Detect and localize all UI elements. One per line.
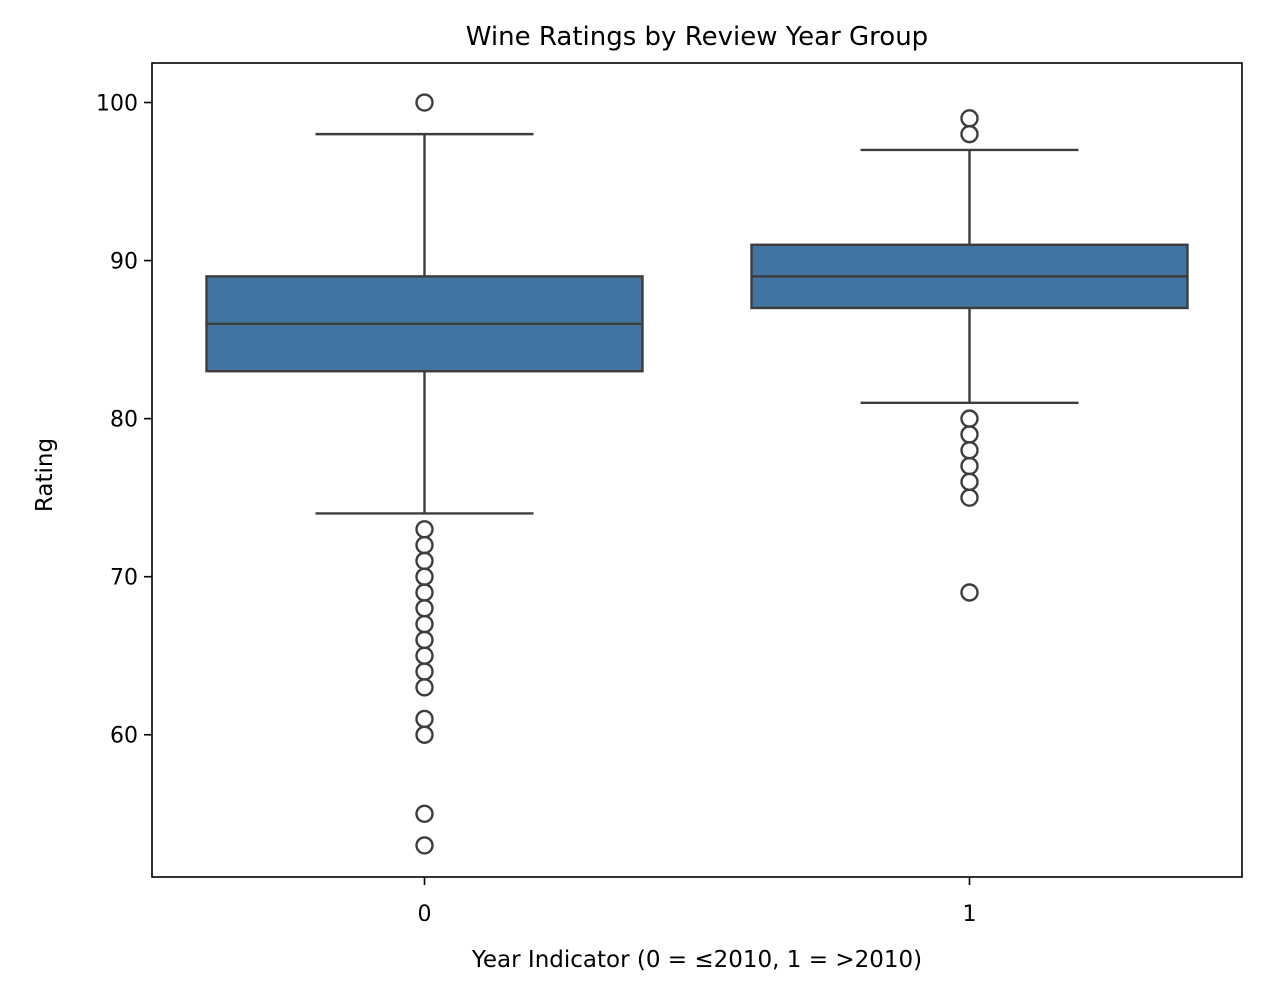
y-tick-label: 70: [110, 566, 138, 591]
outlier-point: [415, 678, 434, 697]
box-group-0: [205, 93, 644, 855]
outlier-point: [960, 425, 979, 444]
outlier-point: [415, 583, 434, 602]
outlier-point: [960, 109, 979, 128]
outlier-point: [415, 599, 434, 618]
outlier-point: [960, 472, 979, 492]
y-axis-label: Rating: [32, 438, 58, 512]
outlier-point: [415, 630, 434, 650]
box-group-1: [750, 109, 1189, 602]
y-tick-label: 80: [110, 408, 138, 433]
outlier-point: [415, 646, 434, 665]
outlier-point: [415, 725, 434, 744]
plot-area: [205, 93, 1189, 855]
outlier-point: [960, 409, 979, 428]
plot-frame: [151, 62, 1243, 878]
outlier-point: [415, 551, 434, 571]
y-tick-label: 90: [110, 250, 138, 275]
y-axis: 60 70 80 90 100: [96, 92, 152, 749]
outlier-point: [415, 567, 434, 586]
outlier-point: [415, 614, 434, 634]
outlier-point: [415, 836, 434, 855]
outlier-point: [960, 456, 979, 476]
outlier-point: [415, 709, 434, 729]
outlier-point: [415, 662, 434, 681]
chart-title: Wine Ratings by Review Year Group: [466, 22, 928, 52]
outlier-point: [415, 804, 434, 823]
outlier-point: [415, 535, 434, 555]
y-tick-label: 100: [96, 92, 138, 117]
outlier-point: [960, 124, 979, 144]
outlier-point: [960, 441, 979, 460]
outlier-point: [960, 488, 979, 507]
y-tick-label: 60: [110, 724, 138, 749]
x-tick-label: 0: [418, 902, 432, 927]
outlier-point: [415, 93, 434, 112]
x-tick-label: 1: [963, 902, 977, 927]
outlier-point: [960, 583, 979, 602]
outlier-point: [415, 520, 434, 539]
x-axis-label: Year Indicator (0 = ≤2010, 1 = >2010): [471, 947, 922, 973]
